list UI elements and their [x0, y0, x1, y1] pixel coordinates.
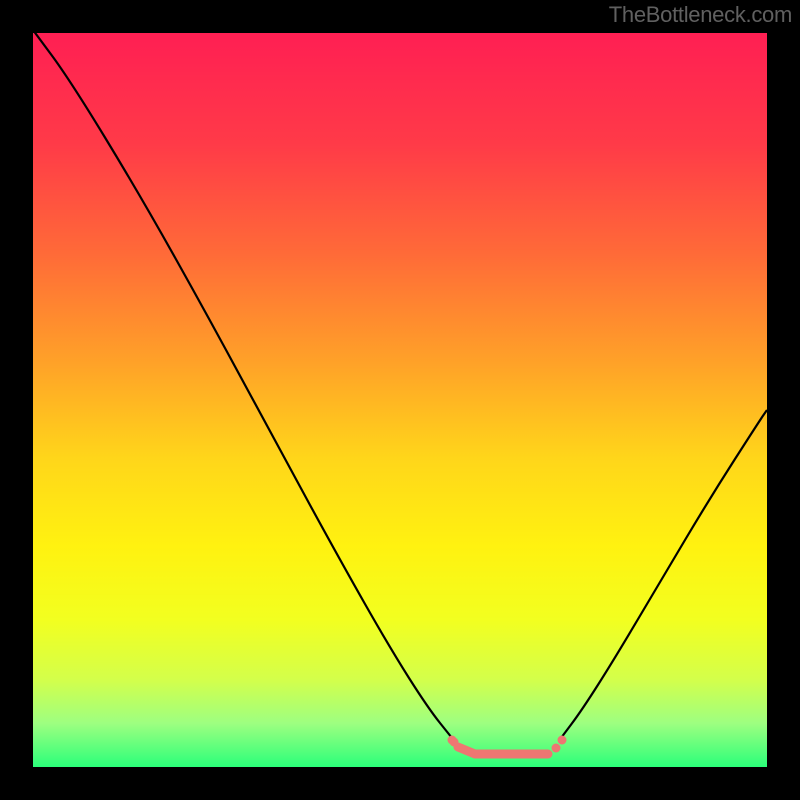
plot-background [33, 33, 767, 767]
bottleneck-chart [0, 0, 800, 800]
watermark-label: TheBottleneck.com [609, 2, 792, 28]
chart-container: TheBottleneck.com [0, 0, 800, 800]
